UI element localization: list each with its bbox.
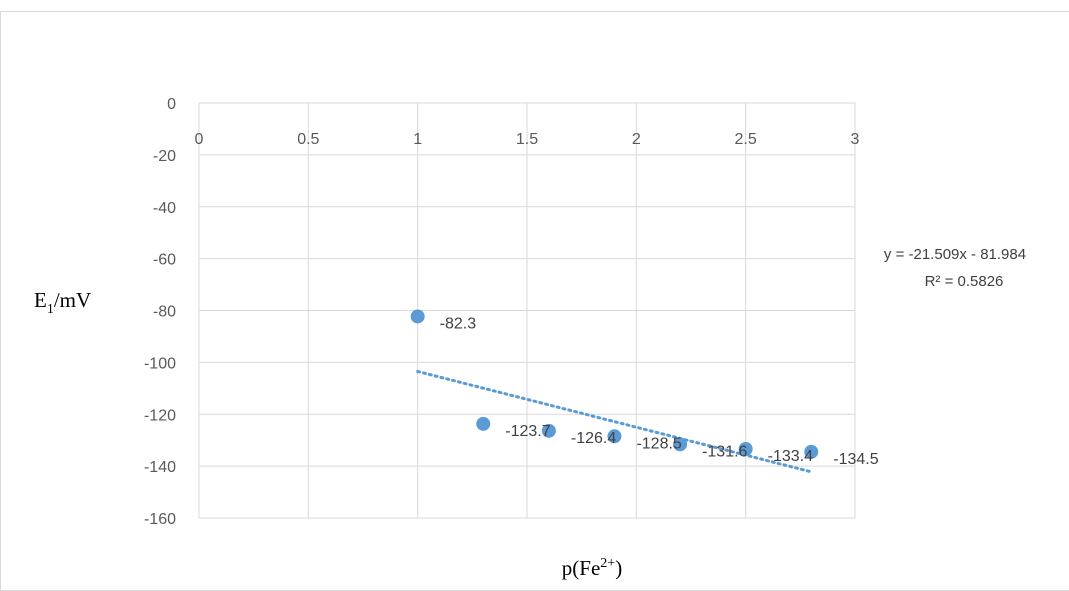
x-tick-label: 2.5 — [735, 131, 757, 148]
data-label: -128.5 — [636, 435, 681, 452]
data-point — [410, 309, 425, 324]
data-points — [410, 309, 819, 459]
data-label: -131.6 — [702, 443, 747, 460]
data-label: -134.5 — [833, 451, 878, 468]
y-axis-tick-labels: 0 -20 -40 -60 -80 -100 -120 -140 -160 — [144, 96, 176, 528]
y-tick-label: -80 — [153, 304, 176, 321]
y-tick-label: -120 — [144, 407, 176, 424]
gridlines — [198, 102, 856, 519]
y-tick-label: -160 — [144, 511, 176, 528]
y-axis-title: E1/mV — [34, 288, 91, 317]
data-label: -123.7 — [505, 423, 550, 440]
data-point — [738, 442, 753, 457]
trendline-r-squared: R² = 0.5826 — [925, 273, 1004, 290]
trendline-equation: y = -21.509x - 81.984 — [884, 246, 1026, 263]
x-tick-label: 1.5 — [516, 131, 538, 148]
data-point — [607, 429, 622, 444]
x-tick-label: 3 — [851, 131, 860, 148]
x-tick-label: 2 — [632, 131, 641, 148]
data-point — [541, 423, 556, 438]
data-labels: -82.3 -123.7 -126.4 -128.5 -131.6 -133.4 -134.… — [440, 315, 879, 467]
y-tick-label: -140 — [144, 459, 176, 476]
x-tick-label: 1 — [413, 131, 422, 148]
y-tick-label: 0 — [167, 96, 176, 113]
data-label: -126.4 — [571, 430, 616, 447]
x-tick-label: 0.5 — [297, 131, 319, 148]
x-axis-tick-labels: 0 0.5 1 1.5 2 2.5 3 — [195, 131, 860, 148]
data-label: -82.3 — [440, 315, 477, 332]
data-point — [673, 437, 688, 452]
data-point — [476, 416, 491, 431]
x-tick-label: 0 — [195, 131, 204, 148]
x-axis-title: p(Fe2+) — [562, 556, 622, 580]
y-tick-label: -60 — [153, 252, 176, 269]
y-tick-label: -20 — [153, 148, 176, 165]
y-tick-label: -100 — [144, 355, 176, 372]
data-point — [804, 444, 819, 459]
y-tick-label: -40 — [153, 200, 176, 217]
data-label: -133.4 — [768, 448, 813, 465]
